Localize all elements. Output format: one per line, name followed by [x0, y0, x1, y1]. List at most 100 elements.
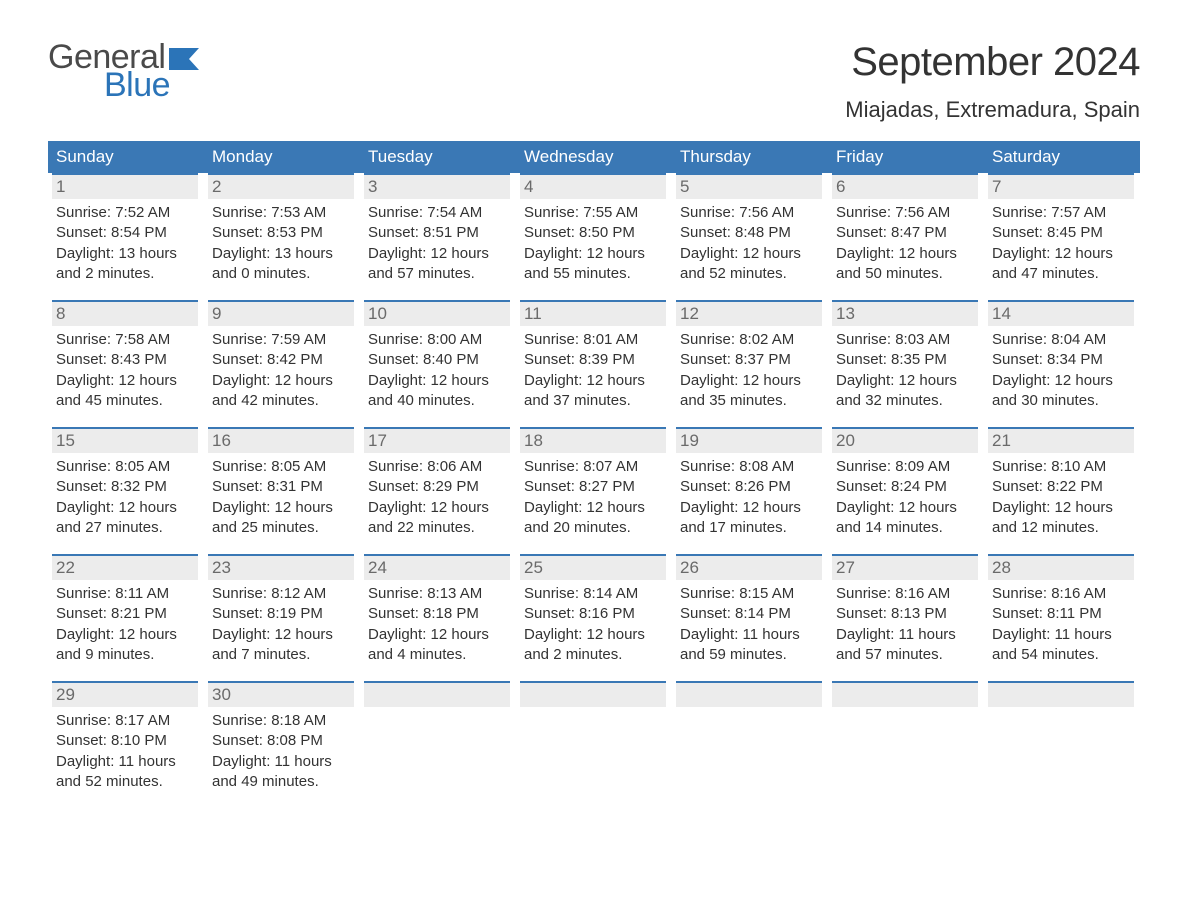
day-body: Sunrise: 8:04 AMSunset: 8:34 PMDaylight:… — [988, 326, 1134, 411]
sunrise-line: Sunrise: 8:00 AM — [368, 330, 508, 350]
day-body: Sunrise: 8:16 AMSunset: 8:13 PMDaylight:… — [832, 580, 978, 665]
daylight-line: Daylight: 13 hours — [56, 244, 196, 264]
day-number — [364, 681, 510, 707]
sunset-line: Sunset: 8:11 PM — [992, 604, 1132, 624]
day-body: Sunrise: 8:07 AMSunset: 8:27 PMDaylight:… — [520, 453, 666, 538]
sunrise-line: Sunrise: 8:02 AM — [680, 330, 820, 350]
daylight-line: and 40 minutes. — [368, 391, 508, 411]
day-number: 13 — [832, 300, 978, 326]
sunrise-line: Sunrise: 8:06 AM — [368, 457, 508, 477]
sunrise-line: Sunrise: 8:14 AM — [524, 584, 664, 604]
day-body: Sunrise: 7:56 AMSunset: 8:47 PMDaylight:… — [832, 199, 978, 284]
day-cell: 19Sunrise: 8:08 AMSunset: 8:26 PMDayligh… — [672, 427, 828, 538]
daylight-line: Daylight: 11 hours — [836, 625, 976, 645]
day-number: 30 — [208, 681, 354, 707]
sunrise-line: Sunrise: 7:59 AM — [212, 330, 352, 350]
day-cell: 5Sunrise: 7:56 AMSunset: 8:48 PMDaylight… — [672, 173, 828, 284]
sunrise-line: Sunrise: 8:09 AM — [836, 457, 976, 477]
day-cell: 12Sunrise: 8:02 AMSunset: 8:37 PMDayligh… — [672, 300, 828, 411]
day-body — [520, 707, 666, 711]
daylight-line: and 32 minutes. — [836, 391, 976, 411]
daylight-line: Daylight: 12 hours — [212, 498, 352, 518]
day-cell — [984, 681, 1140, 792]
daylight-line: Daylight: 12 hours — [212, 371, 352, 391]
daylight-line: Daylight: 12 hours — [680, 244, 820, 264]
day-cell — [360, 681, 516, 792]
day-number: 24 — [364, 554, 510, 580]
weekday-label: Friday — [828, 141, 984, 173]
weekday-header: Sunday Monday Tuesday Wednesday Thursday… — [48, 141, 1140, 173]
month-title: September 2024 — [845, 40, 1140, 85]
calendar-week: 1Sunrise: 7:52 AMSunset: 8:54 PMDaylight… — [48, 173, 1140, 284]
day-cell — [828, 681, 984, 792]
location: Miajadas, Extremadura, Spain — [845, 97, 1140, 123]
day-body: Sunrise: 8:18 AMSunset: 8:08 PMDaylight:… — [208, 707, 354, 792]
sunset-line: Sunset: 8:13 PM — [836, 604, 976, 624]
daylight-line: and 55 minutes. — [524, 264, 664, 284]
daylight-line: Daylight: 12 hours — [56, 371, 196, 391]
sunset-line: Sunset: 8:19 PM — [212, 604, 352, 624]
weekday-label: Sunday — [48, 141, 204, 173]
sunset-line: Sunset: 8:35 PM — [836, 350, 976, 370]
weekday-label: Wednesday — [516, 141, 672, 173]
day-body: Sunrise: 7:59 AMSunset: 8:42 PMDaylight:… — [208, 326, 354, 411]
sunrise-line: Sunrise: 7:58 AM — [56, 330, 196, 350]
daylight-line: and 35 minutes. — [680, 391, 820, 411]
daylight-line: Daylight: 12 hours — [368, 244, 508, 264]
sunrise-line: Sunrise: 8:17 AM — [56, 711, 196, 731]
daylight-line: and 14 minutes. — [836, 518, 976, 538]
sunrise-line: Sunrise: 8:01 AM — [524, 330, 664, 350]
day-cell: 4Sunrise: 7:55 AMSunset: 8:50 PMDaylight… — [516, 173, 672, 284]
daylight-line: Daylight: 12 hours — [212, 625, 352, 645]
sunset-line: Sunset: 8:32 PM — [56, 477, 196, 497]
daylight-line: Daylight: 11 hours — [56, 752, 196, 772]
sunrise-line: Sunrise: 7:52 AM — [56, 203, 196, 223]
day-body: Sunrise: 8:17 AMSunset: 8:10 PMDaylight:… — [52, 707, 198, 792]
day-number: 22 — [52, 554, 198, 580]
day-body: Sunrise: 8:13 AMSunset: 8:18 PMDaylight:… — [364, 580, 510, 665]
daylight-line: and 45 minutes. — [56, 391, 196, 411]
day-number: 18 — [520, 427, 666, 453]
sunrise-line: Sunrise: 7:56 AM — [680, 203, 820, 223]
daylight-line: and 7 minutes. — [212, 645, 352, 665]
day-cell: 15Sunrise: 8:05 AMSunset: 8:32 PMDayligh… — [48, 427, 204, 538]
day-cell: 20Sunrise: 8:09 AMSunset: 8:24 PMDayligh… — [828, 427, 984, 538]
daylight-line: and 47 minutes. — [992, 264, 1132, 284]
calendar: Sunday Monday Tuesday Wednesday Thursday… — [48, 141, 1140, 792]
day-number: 9 — [208, 300, 354, 326]
day-number: 1 — [52, 173, 198, 199]
day-cell: 3Sunrise: 7:54 AMSunset: 8:51 PMDaylight… — [360, 173, 516, 284]
sunset-line: Sunset: 8:50 PM — [524, 223, 664, 243]
sunset-line: Sunset: 8:39 PM — [524, 350, 664, 370]
day-cell: 9Sunrise: 7:59 AMSunset: 8:42 PMDaylight… — [204, 300, 360, 411]
sunset-line: Sunset: 8:14 PM — [680, 604, 820, 624]
daylight-line: Daylight: 12 hours — [524, 625, 664, 645]
weekday-label: Saturday — [984, 141, 1140, 173]
sunrise-line: Sunrise: 8:05 AM — [212, 457, 352, 477]
day-body: Sunrise: 8:11 AMSunset: 8:21 PMDaylight:… — [52, 580, 198, 665]
logo: General Blue — [48, 40, 199, 102]
sunrise-line: Sunrise: 8:15 AM — [680, 584, 820, 604]
day-body: Sunrise: 8:10 AMSunset: 8:22 PMDaylight:… — [988, 453, 1134, 538]
day-number: 8 — [52, 300, 198, 326]
day-cell: 18Sunrise: 8:07 AMSunset: 8:27 PMDayligh… — [516, 427, 672, 538]
day-number: 20 — [832, 427, 978, 453]
day-cell: 30Sunrise: 8:18 AMSunset: 8:08 PMDayligh… — [204, 681, 360, 792]
daylight-line: and 2 minutes. — [524, 645, 664, 665]
daylight-line: and 52 minutes. — [56, 772, 196, 792]
day-cell: 11Sunrise: 8:01 AMSunset: 8:39 PMDayligh… — [516, 300, 672, 411]
daylight-line: and 54 minutes. — [992, 645, 1132, 665]
daylight-line: and 57 minutes. — [368, 264, 508, 284]
day-number: 26 — [676, 554, 822, 580]
day-cell: 8Sunrise: 7:58 AMSunset: 8:43 PMDaylight… — [48, 300, 204, 411]
day-body: Sunrise: 7:54 AMSunset: 8:51 PMDaylight:… — [364, 199, 510, 284]
day-body: Sunrise: 8:16 AMSunset: 8:11 PMDaylight:… — [988, 580, 1134, 665]
day-number — [520, 681, 666, 707]
day-body: Sunrise: 8:02 AMSunset: 8:37 PMDaylight:… — [676, 326, 822, 411]
daylight-line: and 0 minutes. — [212, 264, 352, 284]
daylight-line: Daylight: 11 hours — [212, 752, 352, 772]
day-body: Sunrise: 8:05 AMSunset: 8:32 PMDaylight:… — [52, 453, 198, 538]
daylight-line: and 37 minutes. — [524, 391, 664, 411]
header: General Blue September 2024 Miajadas, Ex… — [48, 40, 1140, 123]
daylight-line: Daylight: 12 hours — [992, 244, 1132, 264]
